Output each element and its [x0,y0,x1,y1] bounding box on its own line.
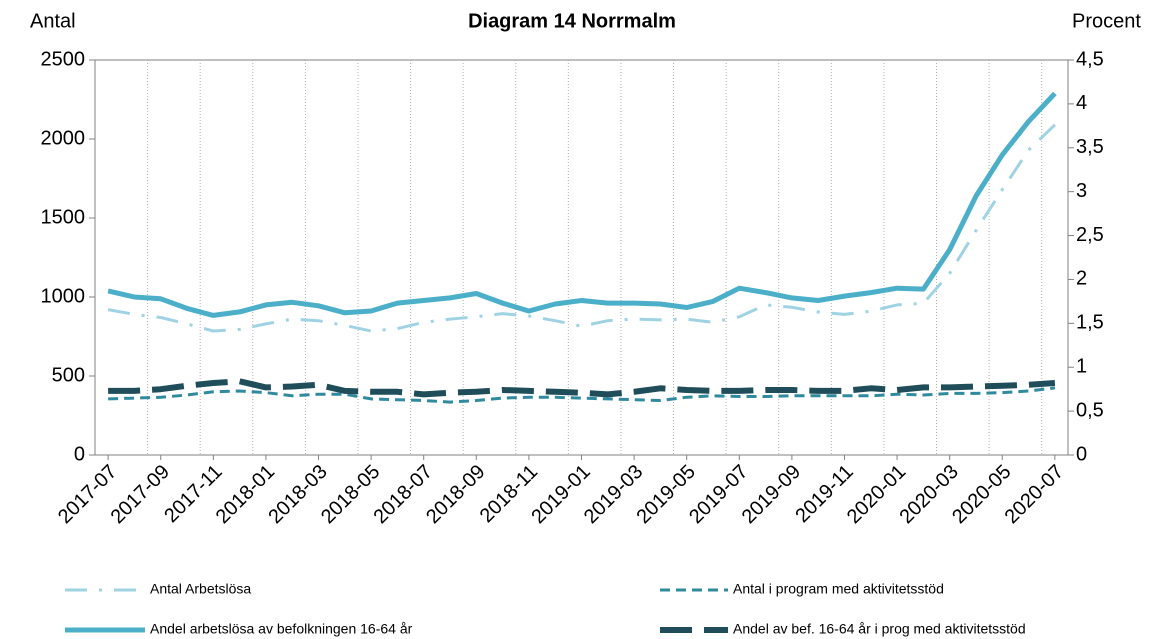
series-line [107,91,1057,318]
y2-tick-label: 3 [1076,180,1087,202]
y2-tick-label: 2,5 [1076,224,1104,246]
y2-tick-label: 1 [1076,356,1087,378]
series-line [108,386,1056,404]
legend-label: Antal i program med aktivitetsstöd [733,581,944,597]
y-axis-label: Antal [30,10,76,32]
y-tick-label: 2500 [41,48,86,70]
y-tick-label: 1500 [41,206,86,228]
y2-tick-label: 0 [1076,443,1087,465]
y2-axis-label: Procent [1072,10,1141,32]
chart-title: Diagram 14 Norrmalm [468,10,676,32]
y-tick-label: 2000 [41,127,86,149]
y-tick-label: 500 [52,364,85,386]
x-tick-label: 2017-09 [107,461,174,528]
y-tick-label: 0 [74,443,85,465]
y2-tick-label: 0,5 [1076,399,1104,421]
series-line [108,378,1056,398]
y2-tick-label: 4,5 [1076,48,1104,70]
x-tick-label: 2018-09 [422,461,489,528]
legend-label: Antal Arbetslösa [150,581,251,597]
x-tick-label: 2019-09 [738,461,805,528]
legend-label: Andel av bef. 16-64 år i prog med aktivi… [733,621,1026,637]
plot-frame [94,59,1069,456]
y2-tick-label: 2 [1076,268,1087,290]
series-line [107,123,1056,333]
y2-tick-label: 1,5 [1076,312,1104,334]
legend-label: Andel arbetslösa av befolkningen 16-64 å… [150,621,413,637]
x-tick-label: 2020-07 [1001,461,1068,528]
y2-tick-label: 4 [1076,92,1087,114]
y2-tick-label: 3,5 [1076,136,1104,158]
y-tick-label: 1000 [41,285,86,307]
